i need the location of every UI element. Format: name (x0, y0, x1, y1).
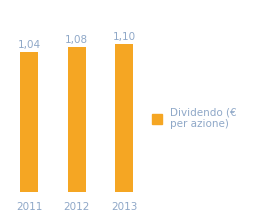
Bar (115, 44, 133, 192)
Text: 1,08: 1,08 (65, 35, 88, 45)
Bar (20, 52, 38, 192)
Legend: Dividendo (€
per azione): Dividendo (€ per azione) (147, 104, 241, 134)
Bar (68, 47, 86, 192)
Text: 1,04: 1,04 (18, 40, 41, 50)
Text: 1,10: 1,10 (113, 32, 136, 42)
